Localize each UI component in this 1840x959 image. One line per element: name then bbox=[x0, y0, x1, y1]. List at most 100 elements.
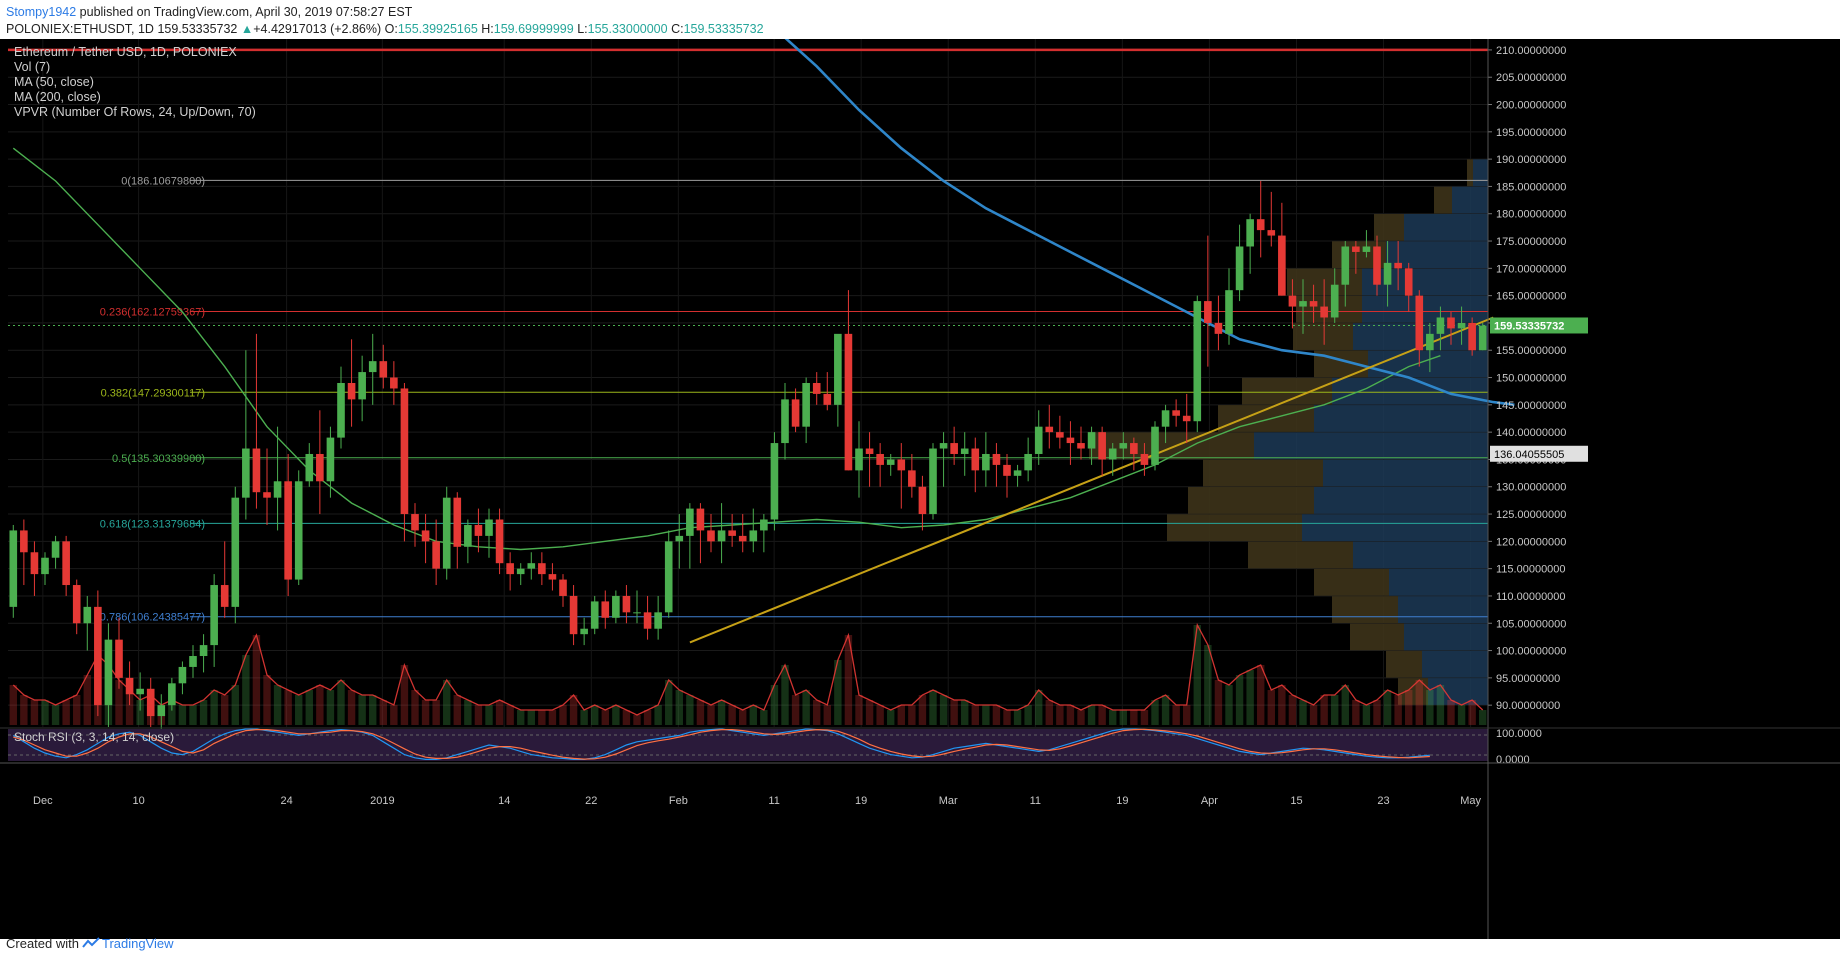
y-tick-label: 190.00000000 bbox=[1496, 154, 1566, 166]
volume-bar bbox=[1479, 710, 1487, 725]
candle-body bbox=[1003, 464, 1011, 476]
volume-bar bbox=[982, 705, 990, 725]
volume-bar bbox=[844, 635, 853, 725]
volume-bar bbox=[865, 700, 874, 725]
vpvr-up-bar bbox=[1314, 487, 1488, 514]
volume-bar bbox=[1299, 700, 1307, 725]
stoch-background bbox=[8, 729, 1488, 761]
volume-bar bbox=[1109, 710, 1117, 725]
volume-bar bbox=[485, 705, 493, 725]
chart-area[interactable]: 0(186.10679800) 0.236(162.12759367) 0.382(… bbox=[0, 39, 1840, 939]
candle-body bbox=[982, 453, 990, 471]
volume-bar bbox=[1204, 645, 1212, 725]
volume-bar bbox=[411, 690, 419, 725]
price-chart[interactable]: 0(186.10679800) 0.236(162.12759367) 0.382(… bbox=[0, 39, 1840, 939]
volume-bar bbox=[918, 695, 927, 725]
candle-body bbox=[1373, 246, 1381, 285]
candle-body bbox=[157, 705, 166, 717]
candle-body bbox=[1246, 219, 1254, 247]
x-tick-label: May bbox=[1460, 795, 1481, 807]
volume-bar bbox=[1035, 690, 1043, 725]
candle-body bbox=[62, 541, 70, 586]
volume-bar bbox=[791, 695, 800, 725]
fib-label: 0(186.10679800) bbox=[121, 175, 205, 187]
volume-bar bbox=[421, 700, 430, 725]
volume-bar bbox=[1077, 710, 1085, 725]
close-value: 159.53335732 bbox=[683, 22, 764, 36]
candle-body bbox=[633, 612, 641, 614]
volume-bar bbox=[1331, 695, 1339, 725]
x-tick-label: 15 bbox=[1290, 795, 1302, 807]
y-tick-label: 130.00000000 bbox=[1496, 482, 1566, 494]
candle-body bbox=[1151, 426, 1159, 465]
candle-body bbox=[1066, 437, 1075, 444]
candle-body bbox=[474, 524, 483, 536]
y-tick-label: 150.00000000 bbox=[1496, 373, 1566, 385]
y-tick-label: 95.00000000 bbox=[1496, 673, 1560, 685]
footer: Created with TradingView bbox=[6, 936, 174, 951]
volume-bar bbox=[231, 685, 239, 725]
y-tick-label: 105.00000000 bbox=[1496, 618, 1566, 630]
volume-bar bbox=[1447, 700, 1455, 725]
candle-body bbox=[1267, 230, 1276, 236]
x-tick-label: 10 bbox=[132, 795, 144, 807]
vpvr-up-bar bbox=[1398, 596, 1488, 623]
trendline bbox=[689, 316, 1494, 644]
volume-bar bbox=[686, 695, 694, 725]
volume-bar bbox=[432, 700, 440, 725]
volume-bar bbox=[73, 695, 81, 725]
y-tick-label: 180.00000000 bbox=[1496, 209, 1566, 221]
volume-bar bbox=[643, 710, 652, 725]
level-tag: 136.04055505 bbox=[1494, 449, 1564, 461]
volume-bar bbox=[337, 680, 345, 725]
volume-bar bbox=[1172, 705, 1180, 725]
volume-bar bbox=[358, 695, 366, 725]
volume-bar bbox=[802, 690, 810, 725]
candle-body bbox=[1161, 410, 1170, 427]
symbol-label: POLONIEX:ETHUSDT, 1D bbox=[6, 22, 154, 36]
volume-bar bbox=[665, 680, 673, 725]
volume-bar bbox=[929, 690, 937, 725]
candle-body bbox=[358, 372, 366, 400]
vpvr-up-bar bbox=[1428, 678, 1488, 705]
volume-bar bbox=[369, 695, 377, 725]
volume-bar bbox=[1267, 690, 1275, 725]
volume-bar bbox=[654, 705, 662, 725]
volume-bar bbox=[813, 700, 821, 725]
candle-body bbox=[305, 453, 314, 482]
author-link[interactable]: Stompy1942 bbox=[6, 5, 77, 19]
candle-body bbox=[337, 383, 345, 438]
volume-bar bbox=[1214, 680, 1223, 725]
vpvr-up-bar bbox=[1404, 623, 1488, 651]
y-tick-label: 205.00000000 bbox=[1496, 72, 1566, 84]
stoch-rsi-pane: Stoch RSI (3, 3, 14, 14, close) 100.0000 0… bbox=[8, 728, 1542, 766]
volume-bar bbox=[51, 705, 60, 725]
volume-bar bbox=[1468, 700, 1476, 725]
candle-body bbox=[242, 448, 250, 498]
candle-body bbox=[1182, 415, 1191, 422]
candle-body bbox=[390, 377, 398, 389]
volume-bar bbox=[1130, 710, 1138, 725]
candle-body bbox=[1225, 290, 1233, 334]
candle-body bbox=[104, 639, 113, 706]
y-tick-label: 200.00000000 bbox=[1496, 100, 1566, 112]
volume-bar bbox=[284, 690, 292, 725]
candle-body bbox=[950, 443, 958, 454]
candle-body bbox=[72, 585, 81, 624]
y-tick-label: 185.00000000 bbox=[1496, 181, 1566, 193]
candle-body bbox=[1214, 322, 1223, 334]
vpvr-up-bar bbox=[1254, 432, 1488, 460]
candle-body bbox=[1362, 246, 1371, 252]
volume-bar bbox=[1394, 695, 1402, 725]
volume-bar bbox=[305, 690, 313, 725]
volume-bar bbox=[559, 705, 567, 725]
volume-bar bbox=[273, 685, 282, 725]
y-tick-label: 140.00000000 bbox=[1496, 427, 1566, 439]
volume-bar bbox=[1161, 695, 1170, 725]
volume-bar bbox=[1288, 695, 1297, 725]
vpvr-down-bar bbox=[1374, 214, 1404, 241]
volume-line bbox=[12, 622, 1484, 716]
volume-bar bbox=[1257, 665, 1265, 725]
volume-bar bbox=[1013, 710, 1022, 725]
tradingview-link[interactable]: TradingView bbox=[101, 936, 174, 951]
